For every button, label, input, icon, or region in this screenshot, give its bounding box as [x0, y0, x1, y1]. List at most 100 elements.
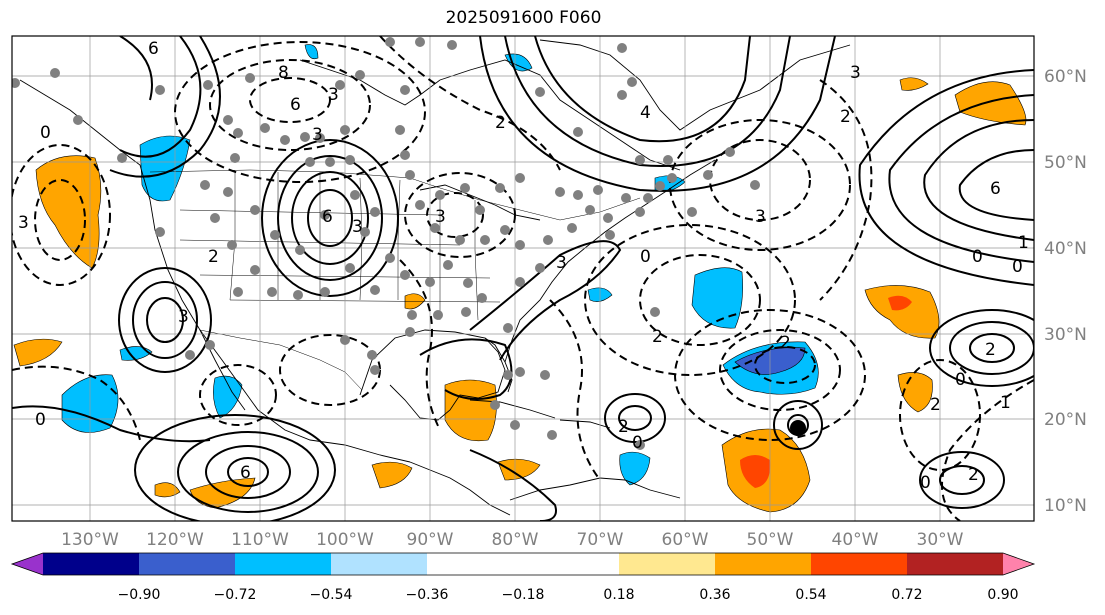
- low-contour-atlantic-2: [719, 329, 841, 411]
- shade-orange-iceland: [899, 77, 929, 91]
- colorbar-segment: [523, 553, 619, 575]
- colorbar-segment: [619, 553, 715, 575]
- low-contour-baja: [199, 364, 277, 426]
- high-contour-se-2: [919, 451, 1005, 509]
- high-contour-east-1: [969, 333, 1015, 363]
- contour-label: 4: [640, 103, 651, 123]
- lon-label: 70°W: [577, 530, 624, 550]
- colorbar-segment: [331, 553, 427, 575]
- lon-label: 100°W: [316, 530, 374, 550]
- ridge-west-1: [119, 36, 202, 158]
- contour-label: 3: [850, 63, 861, 83]
- low-contour-lakes-2: [404, 172, 516, 258]
- colorbar-tick-label: 0.90: [987, 587, 1018, 603]
- high-contour-se-1: [939, 465, 985, 495]
- colorbar-segment: [139, 553, 235, 575]
- high-contour-epac-2: [205, 445, 291, 499]
- ridge-north-atlantic-3: [858, 69, 1034, 286]
- colorbar-tick-label: 0.72: [891, 587, 922, 603]
- low-contour-mid-1: [639, 254, 761, 346]
- lat-label: 60°N: [1044, 67, 1087, 87]
- contour-label: 0: [1012, 257, 1023, 277]
- low-contour-north-2: [209, 59, 371, 151]
- colorbar-tick-label: 0.54: [795, 587, 826, 603]
- contour-label: 0: [35, 410, 46, 430]
- lat-label: 30°N: [1044, 325, 1087, 345]
- trough-canada: [379, 36, 561, 171]
- shade-blue-labrador: [504, 53, 533, 72]
- lat-label: 50°N: [1044, 153, 1087, 173]
- contour-label: 6: [148, 39, 159, 59]
- border-us-mexico: [199, 329, 363, 391]
- low-contour-north-1: [249, 77, 331, 123]
- trough-far-east: [941, 379, 1034, 521]
- ridge-north-atlantic-1: [923, 119, 1034, 241]
- coast-labrador: [439, 59, 681, 171]
- shade-orange-greenland-sea: [954, 81, 1027, 126]
- contour-label: 6: [990, 179, 1001, 199]
- contour-label: 6: [290, 95, 301, 115]
- shade-orange-mexico-s: [371, 461, 413, 489]
- high-contour-atlantic-2: [604, 393, 666, 443]
- colorbar-tick-label: −0.54: [310, 587, 353, 603]
- colorbar-segment: [43, 553, 139, 575]
- high-contour-epac-4: [134, 414, 336, 521]
- colorbar: −0.90 −0.72 −0.54 −0.36 −0.18 0.18 0.36 …: [10, 552, 1036, 603]
- contour-label: 2: [652, 327, 663, 347]
- coast-central-america: [409, 461, 511, 516]
- colorbar-segment: [811, 553, 907, 575]
- colorbar-tick-label: −0.72: [214, 587, 257, 603]
- high-contour-east-2: [949, 321, 1034, 375]
- lat-label: 40°N: [1044, 239, 1087, 259]
- trough-atlantic: [549, 299, 601, 481]
- high-contour-epac-1: [227, 457, 269, 487]
- shade-orange-epac-w: [154, 482, 181, 498]
- high-contour-plains-4: [261, 139, 399, 297]
- coast-hispaniola: [559, 419, 611, 429]
- lon-label: 60°W: [662, 530, 709, 550]
- colorbar-segment: [907, 553, 1003, 575]
- colorbar-tick-label: 0.18: [603, 587, 634, 603]
- lat-label: 10°N: [1044, 496, 1087, 516]
- trough-central: [399, 259, 441, 431]
- colorbar-segment: [715, 553, 811, 575]
- high-contour-atlantic-1: [618, 405, 652, 431]
- shade-orange-pacific-nw: [35, 155, 102, 269]
- lon-label: 80°W: [492, 530, 539, 550]
- contour-label: 2: [985, 340, 996, 360]
- storm-contour-2: [773, 400, 823, 450]
- colorbar-tick-label: −0.18: [502, 587, 545, 603]
- map-frame: [11, 35, 1035, 522]
- shade-blue-bc: [139, 135, 191, 202]
- high-contour-epac-3: [177, 431, 319, 513]
- contour-label: 6: [240, 463, 251, 483]
- contour-label: 3: [178, 307, 189, 327]
- shade-orange-atlantic-e: [897, 372, 933, 413]
- high-contour-plains-3: [277, 155, 383, 281]
- coast-north-america-west: [19, 79, 411, 463]
- contour-label: 3: [352, 217, 363, 237]
- colorbar-outline: [10, 552, 1036, 576]
- station-layer: [12, 37, 760, 450]
- contour-label: 2: [495, 113, 506, 133]
- lon-label: 130°W: [61, 530, 119, 550]
- low-contour-east-1: [899, 359, 981, 471]
- low-contour-ne-1: [709, 139, 811, 221]
- high-contour-east-3: [929, 309, 1034, 387]
- ridge-greenland-1: [534, 36, 751, 143]
- shade-blue-atlantic-mid: [691, 267, 743, 329]
- shade-blue-atlantic-s: [619, 451, 651, 486]
- contour-gulf-loop: [419, 338, 513, 400]
- coast-hudson-bay: [299, 59, 441, 106]
- high-contour-plains-1: [307, 189, 353, 247]
- lon-label: 50°W: [747, 530, 794, 550]
- contour-label: 1: [1018, 233, 1029, 253]
- low-contour-north-3: [174, 41, 426, 183]
- shade-red-storm-south: [740, 455, 771, 488]
- low-contour-mid-2: [584, 224, 796, 376]
- dashed-contour-layer: [12, 36, 1034, 521]
- contour-label: 2: [968, 465, 979, 485]
- high-contour-socal-3: [118, 267, 212, 373]
- contour-label: 0: [920, 473, 931, 493]
